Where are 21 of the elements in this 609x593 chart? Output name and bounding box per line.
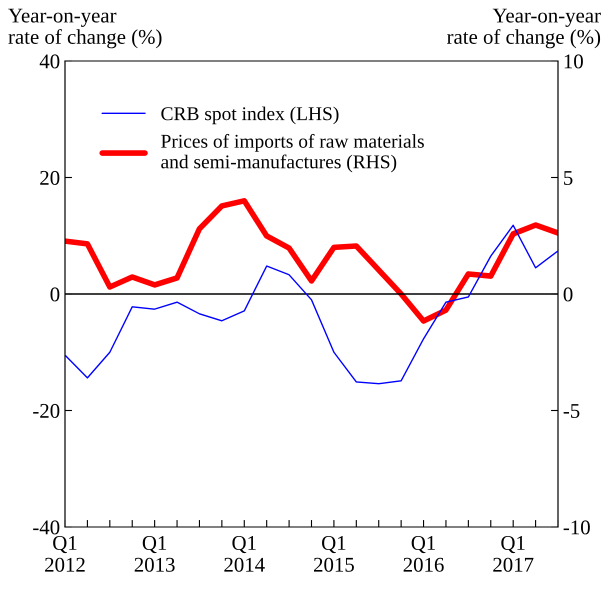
x-tick-label: Q1 2013 — [134, 536, 175, 572]
y2-tick-label: -10 — [564, 520, 590, 534]
y-tick-label: 0 — [50, 287, 60, 302]
legend-label: CRB spot index (LHS) — [161, 106, 338, 124]
x-tick-label: Q1 2012 — [45, 536, 85, 572]
y-tick-label: 40 — [40, 54, 60, 68]
y2-axis-title: Year-on-year rate of change (%) — [446, 8, 601, 48]
x-tick-label: Q1 2014 — [224, 536, 265, 572]
x-tick-label: Q1 2016 — [404, 536, 444, 572]
y-tick-label: -40 — [33, 520, 60, 534]
y2-tick-label: -5 — [564, 404, 580, 418]
y2-tick-label: 0 — [564, 287, 572, 302]
x-tick-label: Q1 2015 — [314, 536, 354, 572]
line-series — [65, 224, 558, 384]
y-tick-label: 20 — [40, 170, 60, 185]
y2-tick-label: 5 — [564, 171, 572, 185]
legend-label: Prices of imports of raw materials and semi-manufactures (RHS) — [161, 134, 424, 172]
x-tick-label: Q1 2017 — [493, 536, 534, 572]
y2-tick-label: 10 — [564, 54, 583, 68]
y-axis-title: Year-on-year rate of change (%) — [8, 8, 162, 48]
y-tick-label: -20 — [33, 404, 60, 418]
